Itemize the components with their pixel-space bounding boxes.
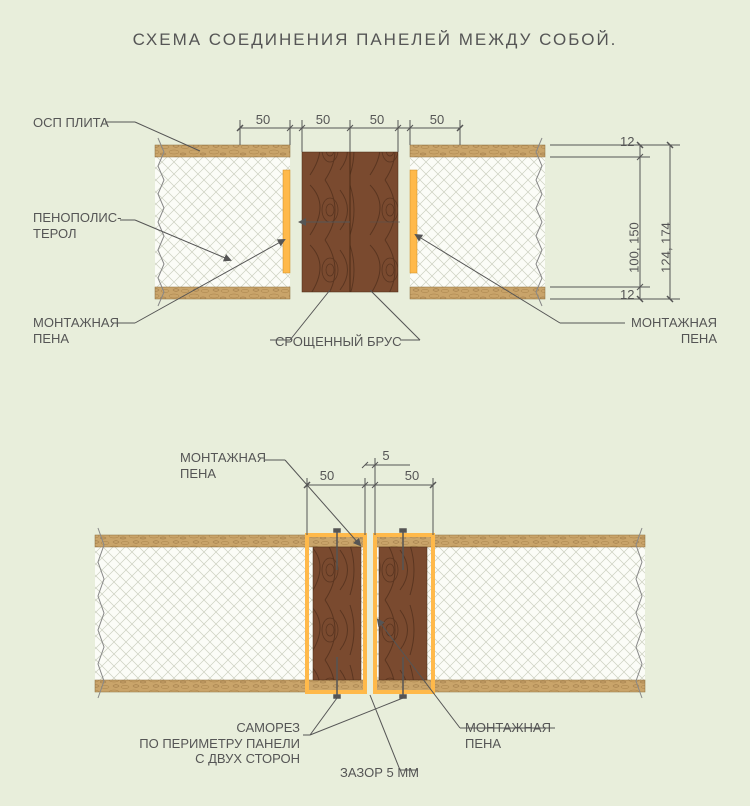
panel-left-1 [155,138,290,306]
diagram-svg [0,0,750,806]
diagram-2 [95,528,645,698]
panel-right-1 [410,138,545,306]
